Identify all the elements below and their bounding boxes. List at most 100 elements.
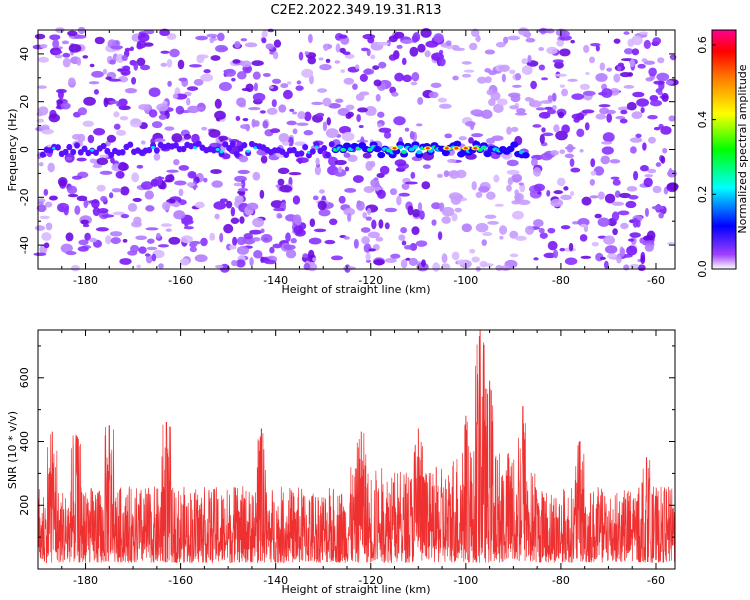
spectrogram-cell [653,126,661,131]
spectrogram-cell [240,179,246,189]
spectrogram-cell [218,81,232,92]
spectrogram-cell [40,124,50,130]
spectrogram-cell [642,142,647,151]
spectrogram-cell [478,185,490,193]
spectrogram-cell [653,80,665,85]
spectrogram-cell [278,104,287,113]
spectrogram-cell [338,195,346,204]
spectrogram-cell [326,117,332,126]
spectrogram-cell [560,225,571,230]
signal-cell [483,150,492,158]
spectrogram-cell [303,130,314,136]
spectrogram-cell [335,43,341,53]
spectrogram-cell [631,111,643,119]
spectrogram-cell [445,40,452,47]
signal-cell [356,147,361,150]
spectrogram-cell [367,231,380,239]
x-tick-label: -60 [647,274,665,287]
spectrogram-cell [234,175,247,183]
spectrogram-cell [487,221,499,225]
spectrogram-cell [550,150,559,156]
spectrogram-cell [412,209,421,218]
signal-cell [100,142,107,150]
spectrogram-cell [606,113,613,123]
spectrogram-cell [360,227,371,233]
spectrogram-cell [365,160,374,171]
spectrogram-cell [617,106,630,111]
spectrogram-cells [32,26,679,273]
spectrogram-cell [293,225,304,235]
signal-cell [119,149,126,156]
signal-cell [92,149,99,156]
spectrogram-cell [146,246,158,251]
spectrogram-cell [617,62,625,67]
spectrogram-cell [188,64,202,68]
spectrogram-cell [260,228,265,234]
spectrogram-cell [604,245,618,254]
spectrogram-cell [65,232,74,242]
x-tick-label: -80 [552,574,570,587]
spectrogram-cell [577,217,590,227]
spectrogram-cell [142,29,155,35]
spectrogram-cell [415,240,428,247]
spectrogram-cell [238,155,249,163]
spectrogram-cell [120,214,130,219]
spectrogram-cell [597,217,610,227]
spectrogram-y-ticks: -40 -20 0 20 40 [18,29,675,270]
spectrogram-cell [131,77,137,85]
spectrogram-cell [366,208,372,215]
spectrogram-cell [409,130,415,140]
spectrogram-cell [325,58,331,63]
spectrogram-cell [194,201,205,209]
spectrogram-cell [645,77,654,82]
spectrogram-cell [138,103,150,111]
signal-cell [386,149,391,152]
spectrogram-cell [590,158,596,168]
spectrogram-cell [420,27,432,38]
spectrogram-cell [298,51,304,61]
spectrogram-cell [78,239,89,246]
spectrogram-cell [237,188,249,192]
spectrogram-cell [607,253,617,259]
spectrogram-cell [294,141,307,146]
spectrogram-cell [304,51,309,56]
spectrogram-cell [394,72,404,82]
spectrogram-cell [484,49,496,55]
signal-cell [298,150,305,157]
spectrogram-cell [378,61,387,69]
spectrogram-cell [308,237,322,245]
spectrogram-cell [626,102,637,111]
spectrogram-cell [514,72,522,81]
spectrogram-cell [579,148,584,153]
spectrogram-cell [441,253,448,264]
spectrogram-cell [589,195,599,199]
spectrogram-cell [70,264,80,272]
spectrogram-cell [545,28,555,34]
spectrogram-x-ticks: -180 -160 -140 -120 -100 -80 -60 [37,30,665,287]
spectrogram-cell [344,53,355,59]
spectrogram-cell [436,173,443,178]
spectrogram-cell [538,46,545,52]
spectrogram-cell [345,104,355,111]
spectrogram-cell [231,260,238,267]
spectrogram-cell [277,167,290,174]
colorbar-label: Normalized spectral amplitude [736,64,749,233]
spectrogram-cell [160,50,170,54]
spectrogram-cell [506,126,512,135]
spectrogram-cell [643,39,651,49]
spectrogram-cell [341,131,355,142]
spectrogram-cell [317,88,328,93]
spectrogram-cell [173,158,180,166]
spectrogram-cell [370,178,380,188]
spectrogram-cell [215,44,228,53]
spectrogram-cell [297,111,306,120]
spectrogram-cell [276,212,283,219]
spectrogram-cell [408,257,418,266]
y-tick-label: 600 [18,367,31,388]
spectrogram-cell [175,105,185,115]
spectrogram-cell [359,91,370,96]
spectrogram-cell [470,109,484,116]
spectrogram-cell [285,249,297,259]
spectrogram-cell [559,48,571,57]
